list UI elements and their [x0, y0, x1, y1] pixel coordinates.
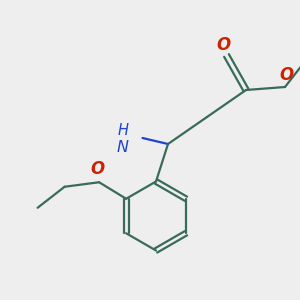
Text: O: O [216, 36, 231, 54]
Text: O: O [91, 160, 105, 178]
Text: O: O [279, 66, 294, 84]
Text: H: H [118, 123, 128, 138]
Text: N: N [117, 140, 129, 154]
